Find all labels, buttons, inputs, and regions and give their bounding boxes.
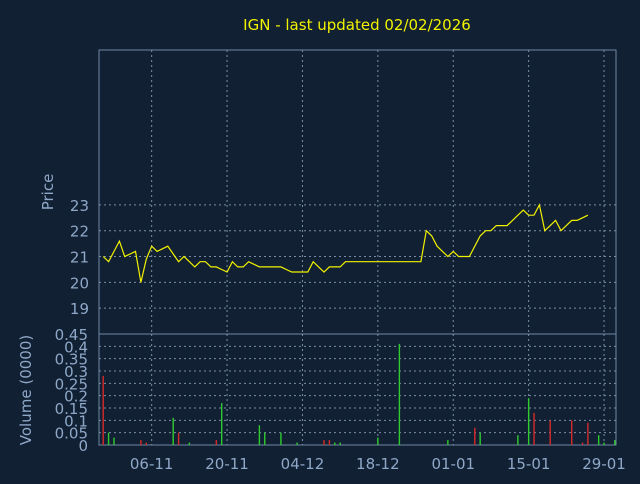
volume-panel: 00.050.10.150.20.250.30.350.40.45 06-11 20… xyxy=(55,326,626,473)
volume-tick-label: 0.1 xyxy=(64,412,88,430)
x-tick-label: 15-01 xyxy=(507,455,551,473)
volume-tick-label: 0.45 xyxy=(55,326,88,344)
price-panel: 19 20 21 22 23 xyxy=(70,49,617,335)
volume-tick-label: 0.2 xyxy=(64,388,88,406)
x-tick-label: 18-12 xyxy=(356,455,400,473)
price-tick-label: 23 xyxy=(70,197,89,215)
x-tick-label: 01-01 xyxy=(431,455,475,473)
x-tick-label: 20-11 xyxy=(205,455,249,473)
price-tick-label: 22 xyxy=(70,223,89,241)
price-plot-frame xyxy=(98,49,617,335)
chart-title: IGN - last updated 02/02/2026 xyxy=(243,16,471,34)
volume-tick-label: 0.4 xyxy=(64,338,88,356)
x-tick-label: 29-01 xyxy=(582,455,626,473)
price-series-line xyxy=(102,203,589,283)
volume-tick-label: 0.15 xyxy=(55,400,88,418)
volume-axis-label: Volume (0000) xyxy=(17,335,35,445)
price-tick-label: 20 xyxy=(70,274,89,292)
x-tick-label: 04-12 xyxy=(281,455,325,473)
volume-tick-label: 0.3 xyxy=(64,363,88,381)
volume-tick-label: 0 xyxy=(78,437,88,455)
price-tick-label: 19 xyxy=(70,300,89,318)
price-axis-label: Price xyxy=(39,174,57,211)
price-tick-label: 21 xyxy=(70,249,89,267)
volume-tick-label: 0.05 xyxy=(55,425,88,443)
x-tick-label: 06-11 xyxy=(130,455,174,473)
volume-plot-frame xyxy=(98,333,617,446)
volume-tick-label: 0.25 xyxy=(55,375,88,393)
volume-tick-label: 0.35 xyxy=(55,351,88,369)
